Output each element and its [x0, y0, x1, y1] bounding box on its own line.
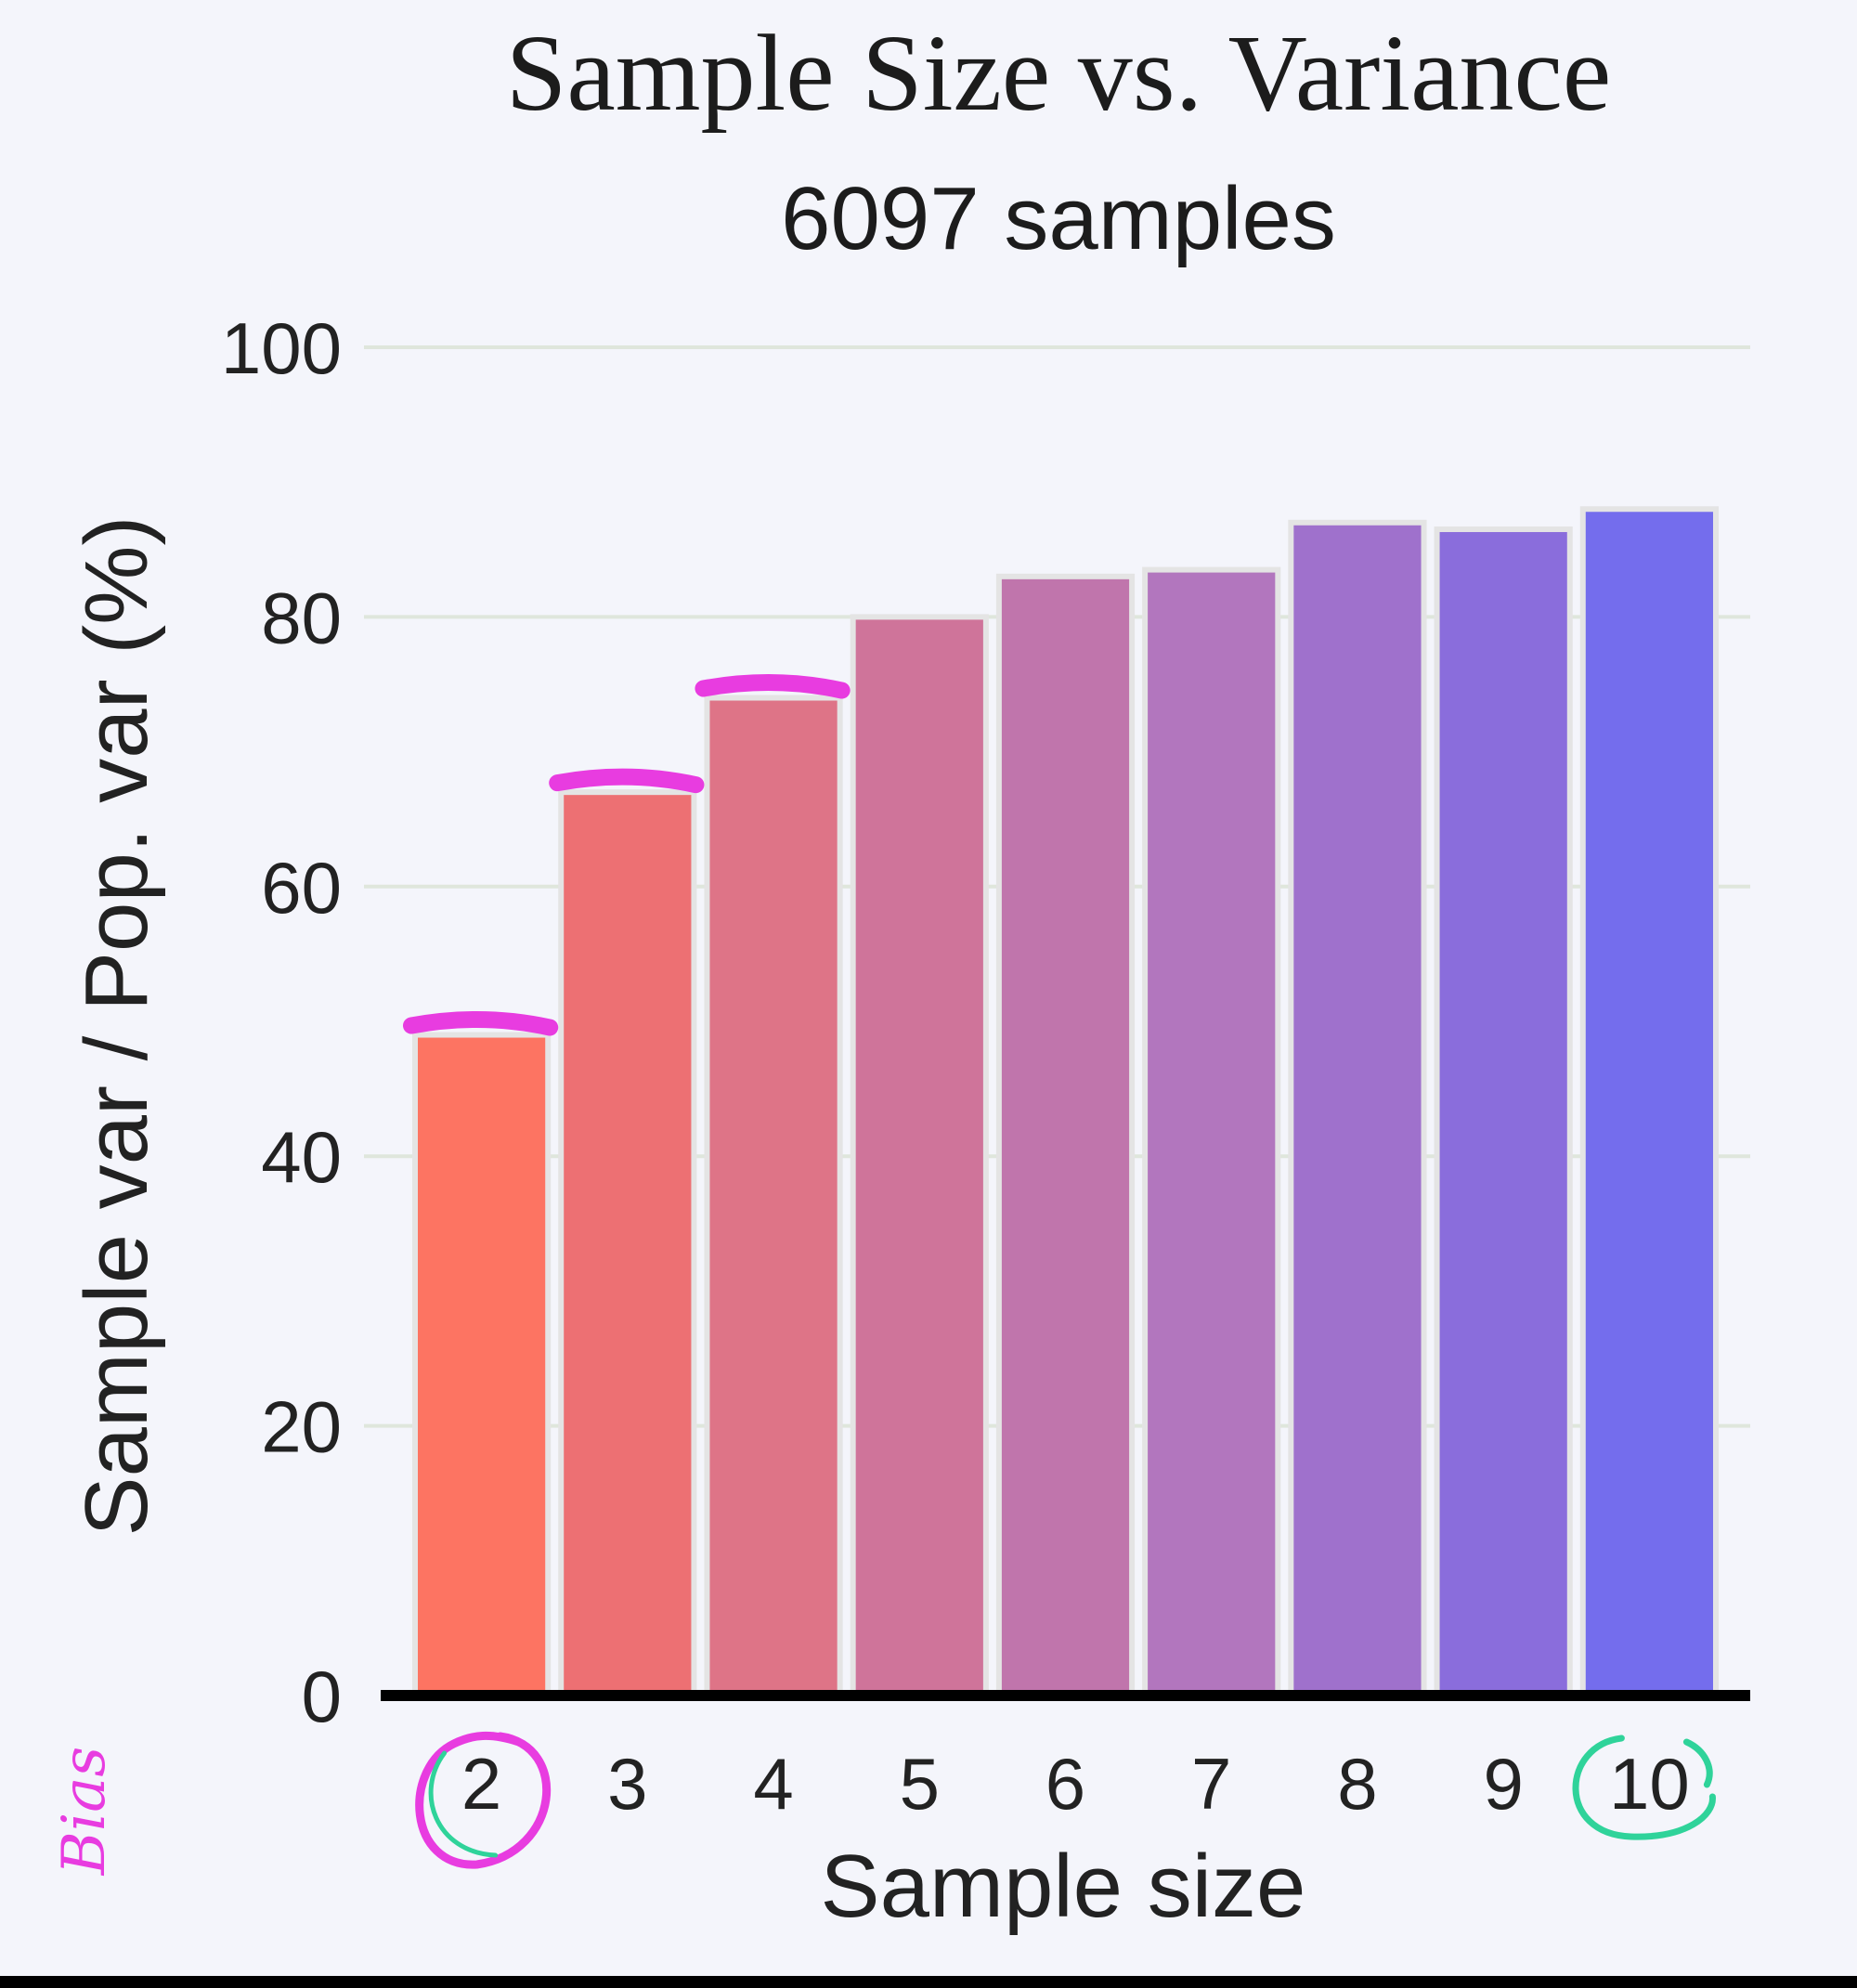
bar [995, 573, 1136, 1699]
y-tick-label: 80 [261, 577, 342, 658]
bar [1288, 519, 1427, 1698]
chart-title: Sample Size vs. Variance [506, 12, 1612, 134]
y-axis-label: Sample var / Pop. var (%) [67, 515, 166, 1536]
bar [1579, 506, 1720, 1698]
x-tick-label: 6 [1045, 1743, 1085, 1825]
y-tick-label: 60 [261, 847, 342, 929]
bar [704, 695, 843, 1698]
x-tick-label: 2 [461, 1743, 501, 1825]
x-axis-ticks: 2 3 4 5 6 7 8 9 10 [461, 1743, 1690, 1825]
bar [558, 789, 697, 1698]
x-axis-label: Sample size [821, 1837, 1306, 1936]
bar [1434, 526, 1573, 1698]
bars [412, 506, 1720, 1699]
pen-circle-mark [1572, 1735, 1716, 1840]
bottom-edge-strip [0, 1976, 1857, 1988]
handwritten-word: Bias [50, 1747, 119, 1877]
x-tick-label: 7 [1191, 1743, 1231, 1825]
bar [1142, 566, 1281, 1699]
bar [412, 1032, 552, 1698]
x-tick-label: 10 [1609, 1743, 1690, 1825]
chart-subtitle: 6097 samples [781, 169, 1336, 268]
pen-underline-mark [695, 673, 851, 699]
y-tick-label: 0 [302, 1656, 342, 1737]
bar [850, 614, 989, 1698]
x-tick-label: 8 [1337, 1743, 1377, 1825]
pen-circle-mark [428, 1750, 499, 1858]
pen-circle-mark [415, 1731, 552, 1869]
x-tick-label: 4 [753, 1743, 793, 1825]
handwritten-annotations: Bias [50, 673, 1716, 1877]
pen-underline-mark [403, 1010, 559, 1036]
y-axis-ticks: 0 20 40 60 80 100 [221, 307, 342, 1737]
x-tick-label: 3 [607, 1743, 647, 1825]
x-tick-label: 9 [1483, 1743, 1523, 1825]
y-tick-label: 100 [221, 307, 342, 389]
pen-underline-mark [549, 768, 705, 794]
x-tick-label: 5 [900, 1743, 940, 1825]
y-tick-label: 40 [261, 1116, 342, 1198]
y-tick-label: 20 [261, 1386, 342, 1468]
